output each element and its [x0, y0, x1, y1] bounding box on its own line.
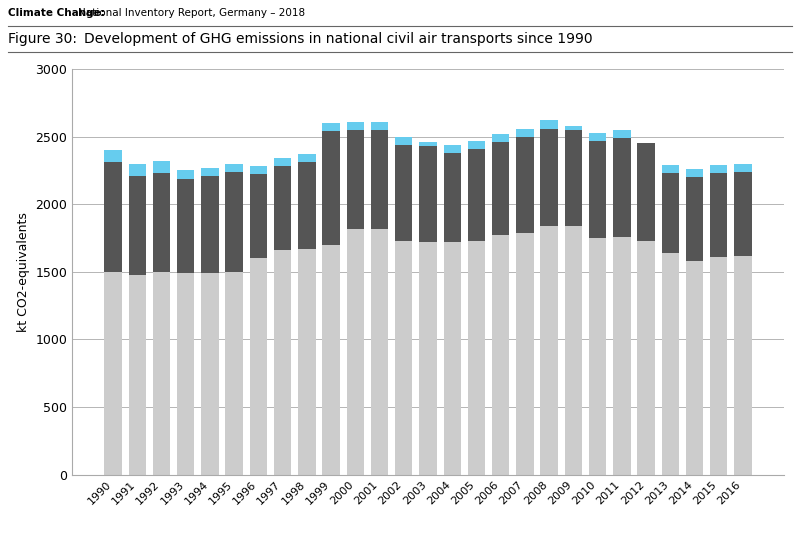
Bar [226, 272, 243, 475]
Bar [468, 149, 485, 241]
Bar [298, 249, 315, 475]
Bar [104, 150, 122, 162]
Bar [322, 131, 340, 245]
Bar [492, 235, 510, 475]
Bar [371, 130, 388, 229]
Bar [419, 142, 437, 146]
Bar [516, 129, 534, 137]
Bar [129, 274, 146, 475]
Bar [492, 142, 510, 235]
Bar [492, 134, 510, 142]
Bar [710, 257, 727, 475]
Bar [298, 162, 315, 249]
Bar [250, 174, 267, 258]
Bar [419, 242, 437, 475]
Bar [346, 229, 364, 475]
Bar [734, 256, 752, 475]
Bar [638, 144, 654, 241]
Bar [734, 164, 752, 172]
Bar [395, 241, 413, 475]
Text: Climate Change:: Climate Change: [8, 8, 105, 18]
Bar [613, 130, 630, 138]
Bar [565, 126, 582, 130]
Bar [346, 130, 364, 229]
Bar [589, 238, 606, 475]
Bar [541, 226, 558, 475]
Bar [129, 163, 146, 176]
Bar [541, 120, 558, 129]
Bar [346, 122, 364, 130]
Bar [153, 272, 170, 475]
Bar [468, 141, 485, 149]
Bar [226, 164, 243, 172]
Bar [153, 173, 170, 272]
Bar [202, 273, 218, 475]
Bar [589, 141, 606, 238]
Bar [177, 273, 194, 475]
Bar [541, 129, 558, 226]
Bar [710, 173, 727, 257]
Text: Figure 30:: Figure 30: [8, 32, 77, 46]
Bar [322, 245, 340, 475]
Bar [468, 241, 485, 475]
Bar [371, 229, 388, 475]
Bar [322, 123, 340, 131]
Bar [202, 168, 218, 176]
Bar [104, 272, 122, 475]
Bar [202, 176, 218, 273]
Bar [613, 237, 630, 475]
Bar [662, 165, 679, 173]
Bar [686, 169, 703, 177]
Bar [443, 242, 461, 475]
Bar [298, 154, 315, 162]
Bar [613, 138, 630, 237]
Bar [443, 153, 461, 242]
Bar [686, 177, 703, 261]
Bar [516, 137, 534, 232]
Bar [686, 261, 703, 475]
Bar [662, 253, 679, 475]
Bar [565, 130, 582, 226]
Bar [177, 171, 194, 178]
Bar [274, 250, 291, 475]
Bar [395, 137, 413, 145]
Bar [734, 172, 752, 256]
Bar [589, 132, 606, 141]
Bar [638, 241, 654, 475]
Text: National Inventory Report, Germany – 2018: National Inventory Report, Germany – 201… [78, 8, 306, 18]
Bar [565, 226, 582, 475]
Bar [516, 232, 534, 475]
Bar [129, 176, 146, 274]
Bar [153, 161, 170, 173]
Bar [250, 166, 267, 174]
Bar [250, 258, 267, 475]
Bar [274, 166, 291, 250]
Y-axis label: kt CO2-equivalents: kt CO2-equivalents [17, 212, 30, 332]
Bar [177, 178, 194, 273]
Text: Development of GHG emissions in national civil air transports since 1990: Development of GHG emissions in national… [84, 32, 593, 46]
Bar [419, 146, 437, 242]
Bar [274, 158, 291, 166]
Bar [395, 145, 413, 241]
Bar [443, 145, 461, 153]
Bar [710, 165, 727, 173]
Bar [662, 173, 679, 253]
Bar [226, 172, 243, 272]
Bar [371, 122, 388, 130]
Bar [104, 162, 122, 272]
